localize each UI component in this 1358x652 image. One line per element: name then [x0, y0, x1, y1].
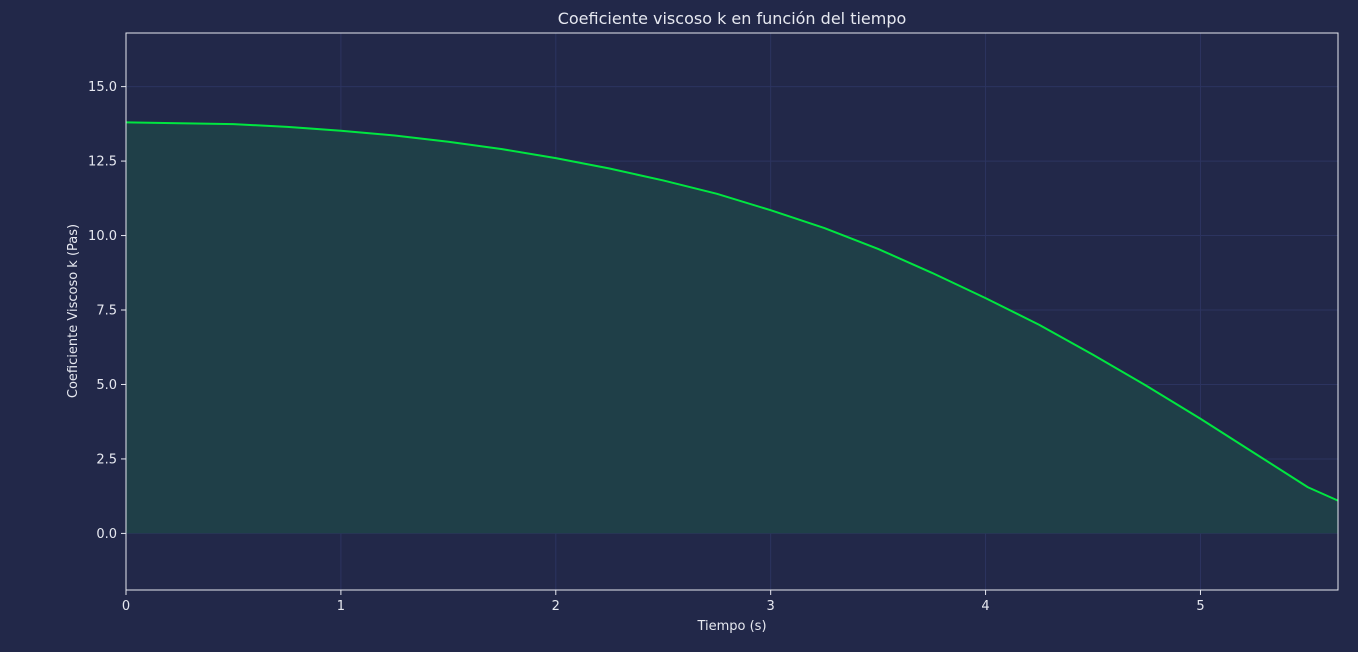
x-axis-label: Tiempo (s) — [696, 619, 766, 634]
series-line-layer — [125, 121, 1339, 502]
y-tick-label: 7.5 — [96, 304, 117, 319]
x-tick-label: 3 — [767, 599, 775, 614]
y-axis-label: Coeficiente Viscoso k (Pas) — [66, 224, 81, 398]
x-tick-label: 5 — [1196, 599, 1204, 614]
x-tick-label: 1 — [337, 599, 345, 614]
plot-frame — [125, 32, 1339, 591]
x-axis-ticks: 0 1 2 3 4 5 — [122, 590, 1205, 614]
y-axis-ticks: 0.0 2.5 5.0 7.5 10.0 12.5 15.0 — [88, 80, 126, 542]
area-fill — [126, 122, 1338, 534]
area-fill-layer — [126, 122, 1338, 534]
y-tick-label: 10.0 — [88, 229, 117, 244]
y-tick-label: 2.5 — [96, 452, 117, 467]
y-tick-label: 5.0 — [96, 378, 117, 393]
chart-title: Coeficiente viscoso k en función del tie… — [558, 9, 907, 28]
x-tick-label: 4 — [981, 599, 989, 614]
y-tick-label: 12.5 — [88, 155, 117, 170]
y-tick-label: 0.0 — [96, 527, 117, 542]
y-tick-label: 15.0 — [88, 80, 117, 95]
x-tick-label: 2 — [552, 599, 560, 614]
series-line — [125, 121, 1339, 502]
x-tick-label: 0 — [122, 599, 130, 614]
